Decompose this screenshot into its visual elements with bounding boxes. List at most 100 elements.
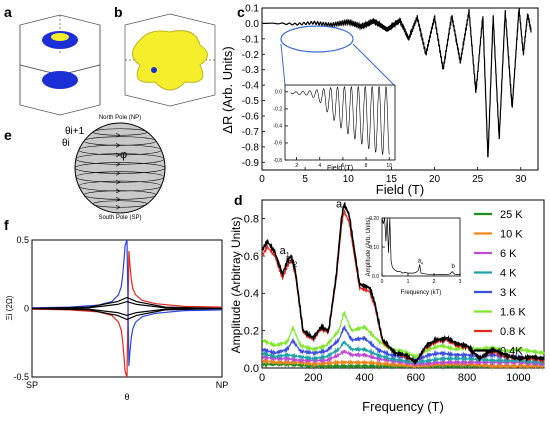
panel-d-series-1.6k	[261, 310, 545, 360]
panel-d-peak-subscript: 2	[293, 261, 297, 268]
legend-label-7: 0.4K	[500, 346, 523, 358]
panel-f-curve-1	[31, 239, 223, 367]
phi-label: φ	[120, 149, 127, 161]
panel-c-xtick-label: 25	[472, 174, 484, 185]
north-pole-label: North Pole (NP)	[99, 115, 141, 121]
panel-d-ytick-label: 0.8	[244, 214, 259, 226]
panel-c-inset-xtick-label: 2	[295, 163, 298, 169]
panel-d-inset-xtick-label: 0	[381, 279, 384, 285]
panel-d-peak-a1: a1	[280, 245, 290, 259]
panel-c-inset-xtick-label: 6	[342, 163, 345, 169]
panel-a: a	[4, 4, 101, 116]
south-pole-label: South Pole (SP)	[98, 215, 141, 221]
panel-d-inset-xtick-label: 2	[433, 279, 436, 285]
panel-c-ytick-label: -0.9	[242, 158, 260, 169]
panel-c-ytick-label: -0.5	[242, 96, 260, 107]
panel-d-inset-peak-a4: a4	[418, 258, 424, 265]
panel-d-inset-xtick-label: 1	[407, 279, 410, 285]
panel-d-ticks: 0 200 400 600 800 1000 0.0 0.2 0.4 0.6 0.8	[244, 214, 531, 384]
panel-c-inset-ticks: 2 4 6 8 10 0.0 -0.2 -0.4 -0.6 -0.8	[273, 90, 392, 169]
panel-c-ytick-label: -0.6	[242, 112, 260, 123]
panel-c-inset-ytick-label: -0.2	[273, 107, 282, 113]
panel-d-series-4k	[261, 340, 545, 367]
panel-d-peak-a2: a2	[287, 254, 297, 268]
panel-d-inset-annotations: a4 b	[418, 258, 456, 270]
panel-c-inset-xtick-label: 10	[386, 163, 392, 169]
panel-d-inset-trace	[381, 217, 460, 275]
panel-d-ytick-label: 0.2	[244, 326, 259, 338]
panel-c-inset-ytick-label: 0.0	[275, 90, 282, 96]
panel-c-xtick-label: 0	[259, 174, 265, 185]
panel-f-curve-2	[31, 300, 223, 310]
panel-c-xtick-label: 30	[515, 174, 527, 185]
panel-d-series-0.4k	[261, 201, 545, 366]
panel-d-inset-frame	[381, 217, 461, 277]
panel-c-ylabel: ΔR (Arb. Units)	[220, 46, 235, 133]
panel-c-inset-ytick-label: -0.4	[273, 124, 282, 130]
panel-d-inset-ytick-label: 0.10	[369, 245, 379, 251]
panel-c-ytick-label: -0.4	[242, 81, 260, 92]
panel-f: f SP NP 0.5 0 -0.5 Ξi (2Ω) θ	[4, 217, 228, 402]
legend-label-3: 4 K	[500, 268, 517, 280]
panel-a-label: a	[4, 4, 12, 20]
panel-f-ytick-label: 0.5	[16, 235, 29, 245]
fermi-pocket-bottom	[42, 71, 78, 89]
legend-label-5: 1.6 K	[500, 307, 526, 319]
panel-c-xtick-label: 10	[343, 174, 355, 185]
latitude-arrow	[115, 204, 121, 210]
panel-d-inset-peak-b: b	[452, 264, 456, 270]
panel-c-resistance-trace	[262, 8, 532, 158]
panel-f-label: f	[4, 217, 9, 233]
panel-d-xtick-label: 1000	[506, 372, 530, 384]
panel-d-xtick-label: 400	[355, 372, 373, 384]
panel-d-axes-frame	[261, 199, 545, 369]
panel-c-xtick-label: 15	[386, 174, 398, 185]
panel-e: e North Pole (NP) South Pole (SP) θi+1 θ…	[4, 115, 166, 221]
panel-d-xtick-label: 200	[304, 372, 322, 384]
panel-f-curve-4	[31, 307, 223, 317]
theta-i-label: θi	[62, 138, 70, 149]
panel-f-ytick-label: -0.5	[13, 372, 29, 382]
panel-d-curves	[261, 201, 545, 371]
latitude-arrow	[115, 162, 121, 167]
panel-d-xtick-label: 800	[458, 372, 476, 384]
panel-d-ytick-label: 0.6	[244, 251, 259, 263]
panel-c-xtick-label: 20	[429, 174, 441, 185]
panel-d-inset-ytick-label: 0.20	[369, 216, 379, 222]
fermi-pocket-top-highlight	[51, 33, 69, 41]
panel-b-label: b	[114, 4, 123, 20]
legend-label-6: 0.8 K	[500, 326, 526, 338]
panel-d-label: d	[234, 192, 243, 208]
panel-d-inset-ylabel: Amplitude (Arb. Units)	[366, 218, 372, 277]
panel-d-ytick-label: 0.4	[244, 288, 259, 300]
panel-d-xtick-label: 0	[259, 372, 265, 384]
panel-c-inset-xtick-label: 8	[365, 163, 368, 169]
panel-c-inset-xtick-label: 4	[318, 163, 321, 169]
panel-d-series-10k	[261, 358, 545, 371]
panel-c-xlabel: Field (T)	[376, 182, 424, 197]
panel-c-inset-trace	[290, 86, 390, 155]
legend-label-4: 3 K	[500, 287, 517, 299]
panel-c-ytick-label: 0.1	[245, 4, 259, 15]
panel-d-ylabel: Amplitude (Arbitray Units)	[229, 217, 243, 354]
panel-d-peak-subscript: 1	[286, 252, 290, 259]
panel-f-curve-3	[31, 296, 223, 310]
panel-f-curve-5	[31, 307, 223, 321]
sphere-latitudes	[74, 128, 166, 210]
panel-a-fermi-pockets	[42, 31, 78, 89]
panel-c-ytick-label: 0.0	[245, 19, 259, 30]
panel-c-axes-frame	[261, 7, 539, 171]
panel-c-xtick-label: 5	[302, 174, 308, 185]
panel-d-xlabel: Frequency (T)	[362, 399, 444, 414]
panel-c-ytick-label: -0.7	[242, 127, 260, 138]
panel-c-ytick-label: -0.8	[242, 142, 260, 153]
panel-d-inset-ytick-label: 0.0	[372, 274, 379, 280]
panel-d-legend: 25 K 10 K 6 K 4 K 3 K 1.6 K 0.8 K 0.4K	[474, 209, 526, 358]
panel-d-inset-xtick-label: 3	[459, 279, 462, 285]
panel-c-ytick-label: -0.3	[242, 65, 260, 76]
theta-i-plus-1-label: θi+1	[65, 126, 85, 137]
panel-d-series-3k	[261, 324, 545, 364]
panel-c-ticks: 0 5 10 15 20 25 30 0.1 0.0 -0.1 -0.2 -0.3 -0.4 -0.5 -0…	[242, 4, 527, 186]
